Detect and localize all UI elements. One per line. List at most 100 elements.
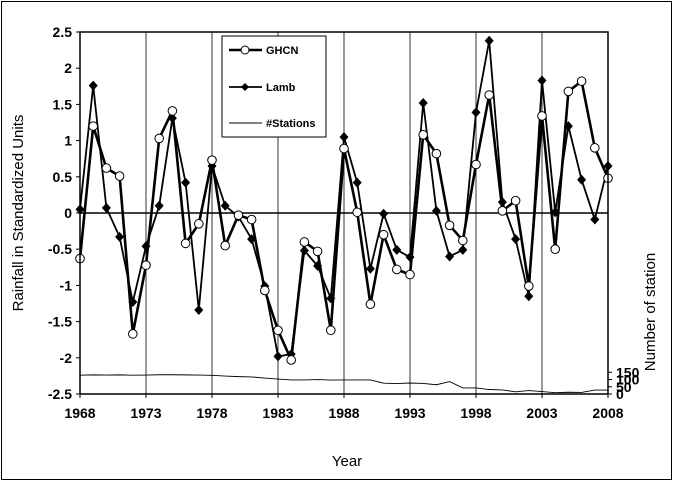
ghcn-point — [497, 206, 508, 216]
ghcn-point — [458, 235, 468, 246]
ghcn-point — [101, 163, 112, 173]
y2-axis-title: Number of station — [642, 253, 659, 371]
legend-label-lamb: Lamb — [266, 82, 296, 94]
lamb-point — [405, 252, 415, 263]
lamb-point — [115, 231, 125, 242]
legend-marker-lamb — [241, 83, 249, 91]
ghcn-point — [524, 281, 534, 291]
y-tick-label: -1 — [60, 277, 73, 293]
series-line-stations — [79, 374, 608, 394]
ghcn-point — [180, 238, 191, 249]
lamb-point — [273, 351, 283, 362]
ghcn-point — [220, 240, 230, 251]
y2-tick-label: 150 — [616, 364, 640, 380]
lamb-point — [445, 251, 455, 262]
x-tick-label: 2003 — [526, 405, 557, 421]
ghcn-point — [510, 195, 521, 206]
lamb-point — [418, 97, 428, 108]
x-tick-label: 1968 — [64, 405, 95, 421]
ghcn-point — [471, 159, 481, 170]
lamb-point — [181, 177, 191, 188]
lamb-point — [563, 121, 573, 132]
lamb-point — [167, 113, 177, 124]
lamb-point — [194, 305, 204, 316]
lamb-point — [101, 202, 111, 213]
lamb-point — [141, 241, 151, 252]
x-axis-title: Year — [332, 453, 362, 470]
lamb-point — [352, 177, 362, 188]
x-tick-label: 1983 — [262, 405, 293, 421]
ghcn-point — [326, 325, 336, 336]
ghcn-point — [207, 155, 217, 165]
ghcn-point — [392, 264, 402, 275]
y-tick-label: 0 — [64, 205, 72, 221]
ghcn-point — [88, 121, 98, 131]
ghcn-point — [233, 210, 244, 220]
y2-tick-label: 0 — [616, 386, 624, 402]
lamb-point — [431, 205, 441, 216]
lamb-point — [247, 234, 257, 245]
y-tick-label: -2 — [60, 350, 73, 366]
lamb-point — [392, 244, 402, 255]
ghcn-point — [352, 207, 363, 218]
ghcn-point — [590, 143, 600, 153]
y-tick-label: -1.5 — [48, 314, 72, 330]
ghcn-point — [167, 106, 178, 116]
lamb-point — [484, 35, 494, 46]
lamb-point — [537, 75, 547, 86]
ghcn-point — [299, 237, 310, 247]
x-tick-label: 1998 — [460, 405, 491, 421]
ghcn-point — [114, 171, 125, 181]
lamb-point — [550, 207, 560, 218]
x-tick-label: 1993 — [394, 405, 425, 421]
lamb-point — [379, 208, 389, 219]
ghcn-point — [246, 214, 257, 225]
y-axis-ticks: -2.5 -2 -1.5 -1 -0.5 0 0.5 1 1.5 2 2.5 — [48, 24, 80, 402]
lamb-point — [313, 260, 323, 271]
y2-tick-label: 50 — [616, 379, 632, 395]
ghcn-point — [550, 244, 561, 254]
legend-marker-ghcn — [240, 45, 250, 55]
y-tick-label: 1.5 — [53, 96, 73, 112]
lamb-point — [590, 214, 600, 225]
x-tick-label: 2008 — [592, 405, 623, 421]
ghcn-point — [365, 299, 376, 310]
x-axis-ticks: 1968 1973 1978 1983 1988 1993 1998 2003 2008 — [64, 394, 624, 421]
lamb-point — [88, 80, 98, 91]
y-tick-label: -0.5 — [48, 241, 72, 257]
y2-tick-label: 100 — [616, 372, 640, 388]
y-tick-label: 0.5 — [53, 169, 73, 185]
lamb-point — [154, 200, 164, 211]
y-tick-label: 2.5 — [53, 24, 73, 40]
y-axis-title: Rainfall in Standardized Units — [10, 115, 27, 312]
ghcn-point — [378, 229, 389, 240]
lamb-point — [299, 245, 309, 256]
lamb-point — [577, 174, 587, 185]
ghcn-point — [405, 269, 415, 280]
ghcn-point — [431, 148, 442, 159]
lamb-point — [128, 297, 138, 308]
ghcn-point — [576, 76, 587, 87]
ghcn-point — [286, 355, 297, 365]
ghcn-point — [537, 111, 547, 121]
ghcn-point — [563, 86, 574, 97]
ghcn-point — [141, 260, 151, 270]
legend-label-stations: #Stations — [266, 118, 316, 130]
lamb-point — [220, 200, 230, 211]
ghcn-point — [418, 130, 429, 140]
ghcn-point — [444, 220, 455, 231]
x-tick-label: 1988 — [328, 405, 359, 421]
x-tick-label: 1978 — [196, 405, 227, 421]
ghcn-point — [339, 143, 349, 154]
ghcn-point — [194, 219, 204, 229]
ghcn-point — [273, 325, 283, 336]
ghcn-point — [154, 133, 164, 144]
lamb-point — [524, 291, 534, 302]
y-tick-label: 1 — [64, 133, 72, 149]
ghcn-point — [484, 90, 495, 100]
y-tick-label: 2 — [64, 60, 72, 76]
lamb-point — [497, 197, 507, 208]
